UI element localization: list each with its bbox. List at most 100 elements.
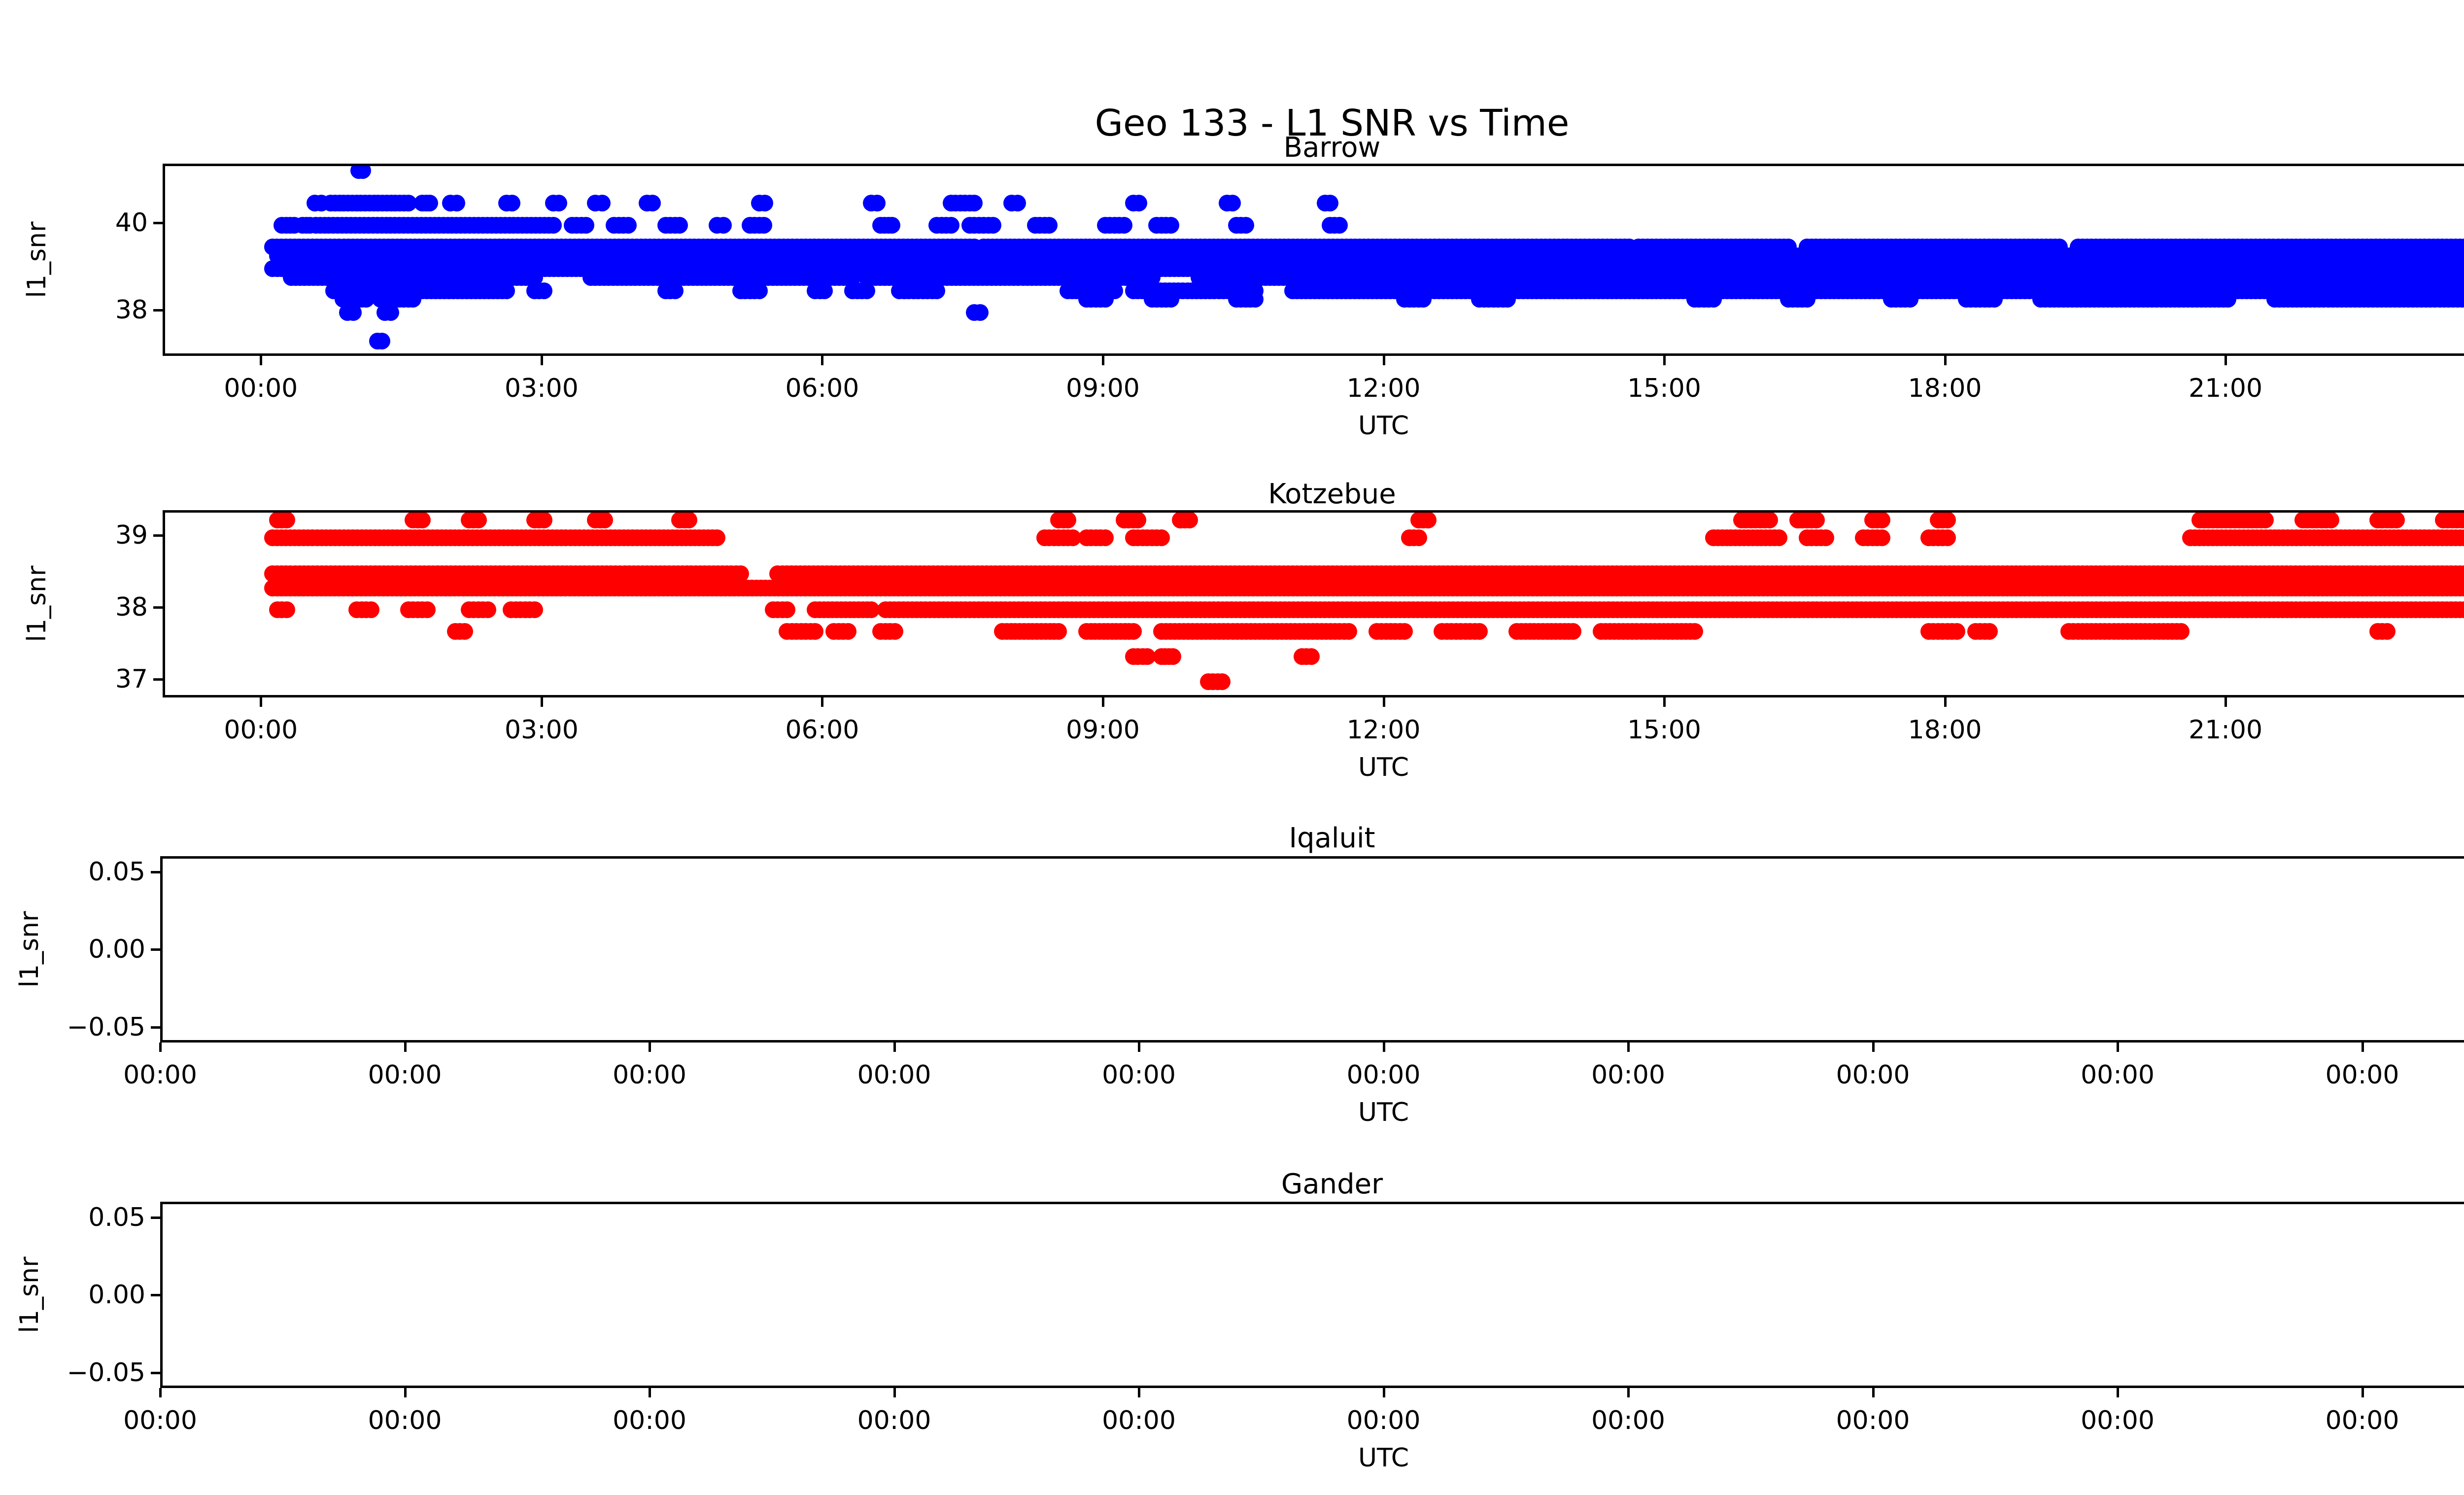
scatter-point — [1130, 195, 1148, 212]
scatter-point — [1705, 291, 1722, 308]
x-tick-label: 00:00 — [1346, 1406, 1421, 1435]
scatter-point — [751, 282, 768, 299]
x-tick-label: 03:00 — [504, 715, 579, 745]
x-axis-label: UTC — [1358, 1098, 1409, 1127]
x-tick-mark — [1627, 1388, 1630, 1397]
x-tick-mark — [260, 356, 263, 365]
x-tick-label: 21:00 — [2189, 374, 2263, 403]
x-tick-mark — [2361, 1043, 2364, 1052]
x-tick-label: 00:00 — [1836, 1060, 1910, 1090]
x-tick-label: 00:00 — [368, 1060, 442, 1090]
scatter-point — [709, 529, 726, 547]
x-tick-label: 15:00 — [1627, 374, 1701, 403]
scatter-point — [448, 195, 466, 212]
y-tick-mark — [151, 1026, 160, 1029]
scatter-point — [1565, 623, 1582, 640]
scatter-point — [681, 513, 698, 528]
scatter-point — [545, 216, 562, 234]
y-tick-mark — [151, 1371, 160, 1374]
x-tick-label: 09:00 — [1066, 374, 1140, 403]
scatter-point — [966, 195, 983, 212]
x-tick-mark — [1872, 1388, 1875, 1397]
scatter-point — [1162, 216, 1179, 234]
scatter-point — [344, 304, 362, 321]
scatter-point — [1162, 291, 1179, 308]
scatter-point — [816, 282, 833, 299]
scatter-point — [578, 216, 595, 234]
scatter-point — [470, 513, 487, 528]
y-tick-mark — [151, 1216, 160, 1219]
scatter-point — [715, 216, 732, 234]
x-tick-label: 21:00 — [2189, 715, 2263, 745]
scatter-point — [1985, 291, 2003, 308]
scatter-point — [868, 195, 886, 212]
scatter-point — [526, 601, 543, 619]
scatter-point — [535, 282, 552, 299]
scatter-point — [1761, 513, 1778, 528]
scatter-point — [671, 216, 688, 234]
scatter-point — [1302, 648, 1320, 665]
subplot-title: Barrow — [1283, 132, 1381, 164]
y-tick-mark — [151, 1294, 160, 1296]
x-tick-label: 00:00 — [2325, 1060, 2399, 1090]
scatter-point — [1770, 529, 1787, 547]
y-axis-label: l1_snr — [22, 565, 52, 642]
scatter-point — [593, 195, 611, 212]
x-tick-label: 00:00 — [613, 1060, 686, 1090]
scatter-point — [1321, 195, 1338, 212]
scatter-point — [400, 195, 417, 212]
scatter-point — [374, 332, 391, 349]
scatter-point — [666, 282, 684, 299]
x-tick-mark — [1101, 356, 1104, 365]
axes-frame — [163, 510, 2464, 697]
scatter-point — [942, 216, 959, 234]
scatter-point — [2220, 291, 2237, 308]
scatter-point — [807, 623, 824, 640]
x-tick-label: 00:00 — [1591, 1060, 1665, 1090]
scatter-point — [1471, 623, 1488, 640]
x-tick-mark — [1944, 697, 1947, 707]
scatter-point — [414, 513, 431, 528]
x-tick-label: 00:00 — [1591, 1406, 1665, 1435]
x-tick-label: 12:00 — [1346, 374, 1421, 403]
x-tick-mark — [893, 1388, 896, 1397]
scatter-point — [1041, 216, 1058, 234]
x-tick-label: 03:00 — [504, 374, 579, 403]
scatter-point — [1125, 623, 1142, 640]
scatter-point — [456, 623, 473, 640]
scatter-point — [1115, 216, 1132, 234]
scatter-point — [1808, 513, 1825, 528]
y-tick-mark — [151, 870, 160, 873]
figure-title-line-1: Geo 133 - L1 SNR vs Time — [1095, 102, 1570, 145]
x-tick-mark — [404, 1043, 407, 1052]
x-tick-label: 09:00 — [1066, 715, 1140, 745]
subplot-title: Iqaluit — [1289, 822, 1375, 854]
scatter-point — [1060, 513, 1077, 528]
scatter-point — [1798, 291, 1815, 308]
scatter-point — [619, 216, 637, 234]
scatter-point — [1686, 623, 1703, 640]
scatter-point — [884, 216, 901, 234]
x-tick-mark — [404, 1388, 407, 1397]
scatter-point — [1164, 648, 1181, 665]
x-tick-label: 00:00 — [1346, 1060, 1421, 1090]
scatter-point — [421, 195, 439, 212]
scatter-point — [504, 195, 521, 212]
scatter-point — [779, 601, 796, 619]
x-tick-mark — [159, 1388, 162, 1397]
x-tick-mark — [821, 697, 824, 707]
axes-frame — [160, 1202, 2464, 1388]
scatter-point — [1981, 623, 1998, 640]
x-tick-label: 18:00 — [1908, 374, 1982, 403]
x-tick-label: 00:00 — [368, 1406, 442, 1435]
scatter-point — [1096, 529, 1114, 547]
x-tick-mark — [2361, 1388, 2364, 1397]
scatter-point — [858, 282, 875, 299]
x-tick-label: 00:00 — [1836, 1406, 1910, 1435]
y-tick-mark — [153, 678, 163, 681]
scatter-point — [1181, 513, 1198, 528]
scatter-point — [755, 216, 773, 234]
y-tick-label: 0.05 — [88, 857, 145, 887]
scatter-point — [1873, 529, 1890, 547]
axes-frame — [163, 164, 2464, 356]
